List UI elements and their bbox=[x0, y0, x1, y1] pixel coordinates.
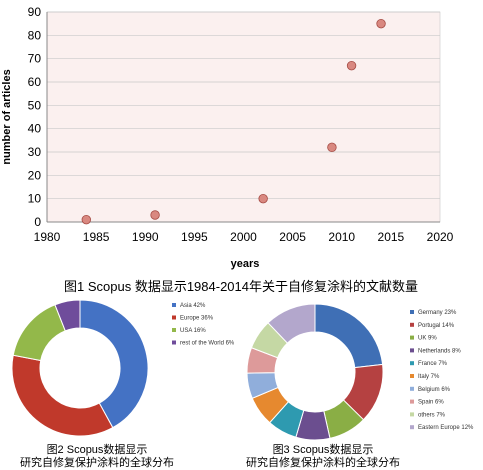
legend-swatch bbox=[172, 328, 176, 332]
data-point bbox=[258, 193, 268, 204]
legend-label: Netherlands 8% bbox=[418, 348, 461, 354]
legend-label: France 7% bbox=[418, 361, 448, 367]
figure1-caption: 图1 Scopus 数据显示1984-2014年关于自修复涂料的文献数量 bbox=[64, 279, 418, 294]
figure2-caption-line2: 研究自修复保护涂料的全球分布 bbox=[20, 455, 174, 469]
legend-swatch bbox=[410, 310, 414, 314]
data-point bbox=[376, 18, 386, 29]
y-axis-label: number of articles bbox=[1, 69, 13, 164]
data-point bbox=[150, 210, 160, 220]
legend-swatch bbox=[410, 374, 414, 378]
data-point bbox=[81, 214, 92, 225]
legend-label: Eastern Europe 12% bbox=[418, 425, 474, 431]
x-tick-label: 1990 bbox=[132, 230, 159, 244]
x-tick-label: 2005 bbox=[279, 230, 306, 244]
europe-distribution-donut-chart: Germany 23% Portugal 14% UK 9% Netherlands … bbox=[246, 303, 474, 469]
legend-swatch bbox=[410, 361, 414, 366]
legend-swatch bbox=[172, 340, 176, 345]
legend: Germany 23% Portugal 14% UK 9% Netherlands … bbox=[410, 310, 474, 431]
legend-swatch bbox=[410, 348, 414, 353]
legend-label: UK 9% bbox=[418, 336, 437, 342]
legend-label: Europe 36% bbox=[180, 316, 214, 322]
x-tick-label: 2015 bbox=[378, 230, 405, 244]
legend-swatch bbox=[410, 322, 414, 327]
y-tick-label: 30 bbox=[28, 145, 42, 159]
donut-slice bbox=[267, 303, 316, 344]
legend-label: USA 16% bbox=[180, 328, 206, 334]
legend-label: Italy 7% bbox=[418, 374, 440, 380]
legend-swatch bbox=[172, 315, 176, 320]
x-tick-label: 1980 bbox=[34, 230, 61, 244]
x-axis-label: years bbox=[231, 258, 260, 270]
legend-swatch bbox=[410, 399, 414, 404]
x-tick-label: 2020 bbox=[427, 230, 454, 244]
data-point bbox=[346, 60, 357, 71]
y-tick-label: 10 bbox=[28, 192, 42, 206]
articles-scatter-chart: 0 10 20 30 40 50 60 70 80 90 1980 1985 1990 1995 2000 2… bbox=[1, 5, 454, 294]
legend-label: others 7% bbox=[418, 412, 446, 418]
legend-label: Germany 23% bbox=[418, 310, 457, 316]
figure3-caption-line2: 研究自修复保护涂料的全球分布 bbox=[246, 455, 400, 469]
y-tick-label: 50 bbox=[28, 98, 42, 112]
donut-slice bbox=[11, 354, 114, 437]
y-tick-label: 70 bbox=[28, 52, 42, 66]
y-tick-label: 90 bbox=[28, 5, 42, 19]
axes bbox=[46, 12, 440, 223]
donut-slice bbox=[79, 299, 149, 429]
y-tick-label: 60 bbox=[28, 75, 42, 89]
global-distribution-donut-chart: Asia 42% Europe 36% USA 16% rest of the Wor… bbox=[11, 299, 235, 469]
x-tick-label: 1985 bbox=[83, 230, 110, 244]
legend-label: Belgium 6% bbox=[418, 387, 451, 393]
data-points bbox=[81, 18, 386, 225]
y-tick-label: 0 bbox=[34, 215, 41, 229]
figure3-caption-line1: 图3 Scopus数据显示 bbox=[273, 442, 374, 456]
x-tick-label: 1995 bbox=[181, 230, 208, 244]
donut-slice bbox=[314, 303, 384, 369]
legend-swatch bbox=[410, 386, 414, 391]
legend-swatch bbox=[410, 425, 414, 430]
data-point bbox=[327, 142, 337, 153]
legend-swatch bbox=[410, 412, 414, 417]
tick-labels: 0 10 20 30 40 50 60 70 80 90 1980 1985 1990 1995 2000 2… bbox=[28, 5, 454, 244]
donut-slice bbox=[54, 299, 81, 332]
legend-label: Spain 6% bbox=[418, 400, 444, 406]
donut-slice bbox=[12, 304, 66, 362]
figure2-caption-line1: 图2 Scopus数据显示 bbox=[47, 442, 148, 456]
legend: Asia 42% Europe 36% USA 16% rest of the Wor… bbox=[172, 303, 235, 347]
legend-label: rest of the World 6% bbox=[180, 341, 235, 347]
legend-swatch bbox=[172, 303, 176, 307]
plot-area bbox=[46, 11, 441, 223]
legend-swatch bbox=[410, 335, 414, 340]
legend-label: Asia 42% bbox=[180, 303, 206, 309]
x-tick-label: 2000 bbox=[230, 230, 257, 244]
x-tick-label: 2010 bbox=[328, 230, 355, 244]
y-tick-label: 80 bbox=[28, 28, 42, 42]
donut-slices bbox=[11, 299, 149, 437]
donut-slices bbox=[246, 303, 384, 441]
gridlines bbox=[47, 11, 440, 200]
y-tick-label: 40 bbox=[28, 122, 42, 136]
y-tick-label: 20 bbox=[28, 168, 42, 182]
legend-label: Portugal 14% bbox=[418, 323, 455, 329]
